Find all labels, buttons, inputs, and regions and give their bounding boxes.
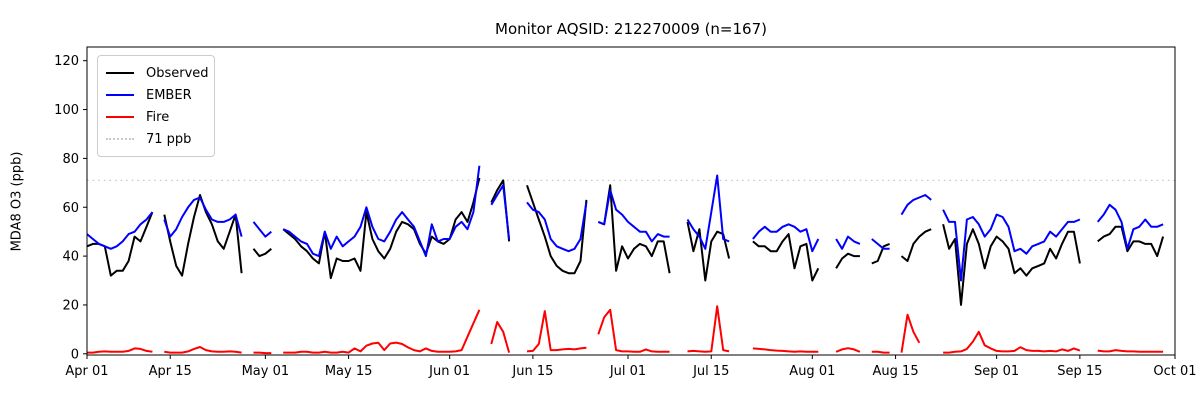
y-tick-label: 120 <box>54 54 79 69</box>
legend-item-observed: Observed <box>106 62 209 84</box>
x-tick-label: Sep 01 <box>974 364 1019 379</box>
x-tick-label: Sep 15 <box>1057 364 1102 379</box>
y-tick-label: 0 <box>71 347 79 362</box>
legend: Observed EMBER Fire 71 ppb <box>97 55 215 157</box>
x-tick-label: Jun 15 <box>511 364 553 379</box>
x-tick-label: Jun 01 <box>428 364 470 379</box>
ember-line <box>86 165 1164 282</box>
x-tick-label: Jul 01 <box>609 364 646 379</box>
fire-line <box>87 305 1164 355</box>
plot-border <box>86 46 1176 356</box>
x-tick-label: Jul 15 <box>692 364 729 379</box>
observed-line <box>86 177 1165 306</box>
legend-label: Fire <box>146 109 170 125</box>
legend-item-fire: Fire <box>106 106 206 128</box>
x-tick-label: Aug 15 <box>873 364 919 379</box>
legend-label: EMBER <box>146 87 192 103</box>
legend-line-swatch <box>106 116 134 118</box>
x-tick-label: Apr 15 <box>149 364 192 379</box>
y-tick-label: 60 <box>62 201 79 216</box>
x-tick-label: Apr 01 <box>65 364 108 379</box>
legend-item-71-ppb: 71 ppb <box>106 128 206 150</box>
y-tick-label: 20 <box>62 298 79 313</box>
legend-label: 71 ppb <box>146 131 192 147</box>
x-tick-label: May 01 <box>242 364 290 379</box>
legend-line-swatch <box>106 138 134 140</box>
legend-line-swatch <box>106 72 134 74</box>
legend-label: Observed <box>146 65 209 81</box>
legend-item-ember: EMBER <box>106 84 206 106</box>
y-tick-label: 80 <box>62 152 79 167</box>
chart-title: Monitor AQSID: 212270009 (n=167) <box>495 20 767 38</box>
x-tick-label: Aug 01 <box>789 364 835 379</box>
legend-line-swatch <box>106 94 134 96</box>
x-tick-label: May 15 <box>325 364 373 379</box>
x-tick-label: Oct 01 <box>1153 364 1196 379</box>
y-tick-label: 100 <box>54 103 79 118</box>
y-tick-label: 40 <box>62 250 79 265</box>
